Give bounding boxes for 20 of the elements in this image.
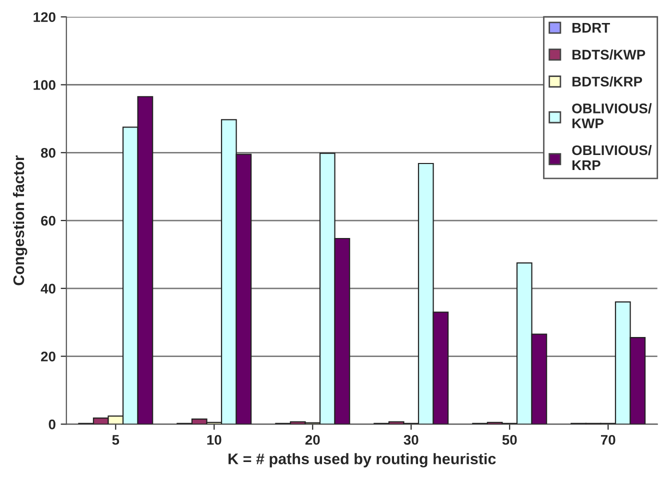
legend-label: BDRT <box>572 23 610 33</box>
y-tick-label: 0 <box>48 419 56 430</box>
legend-label: OBLIVIOUS/ KRP <box>572 144 652 170</box>
y-tick-label: 80 <box>40 148 56 158</box>
x-tick-label: 30 <box>404 434 418 445</box>
y-tick-label: 60 <box>41 216 56 226</box>
y-tick-label: 40 <box>40 284 56 294</box>
y-axis-title: Congestion factor <box>12 155 28 286</box>
legend-label: BDTS/KWP <box>572 49 646 60</box>
y-tick-label: 120 <box>34 12 56 22</box>
y-tick-label: 100 <box>34 80 56 90</box>
legend-label: BDTS/KRP <box>572 76 642 87</box>
x-tick-label: 5 <box>112 435 120 445</box>
x-tick-label: 10 <box>207 434 222 445</box>
x-tick-label: 20 <box>305 434 320 445</box>
y-tick-label: 20 <box>41 352 56 362</box>
x-axis-title: K = # paths used by routing heuristic <box>228 453 496 468</box>
x-tick-label: 70 <box>600 434 616 445</box>
x-tick-label: 50 <box>502 434 517 445</box>
legend-label: OBLIVIOUS/ KWP <box>572 103 652 128</box>
